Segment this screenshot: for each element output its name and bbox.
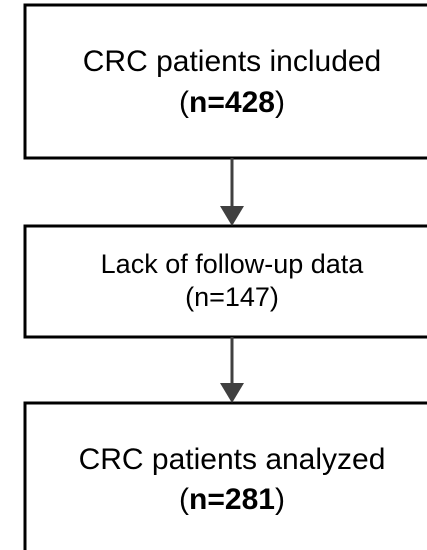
box bbox=[23, 401, 427, 550]
box bbox=[23, 224, 427, 339]
node-count: (n=428) bbox=[179, 86, 285, 119]
node-count: (n=147) bbox=[185, 282, 279, 312]
node-label: Lack of follow-up data bbox=[101, 249, 365, 279]
node-label: CRC patients analyzed bbox=[79, 443, 386, 476]
count: n=428 bbox=[189, 86, 275, 119]
node-label: CRC patients included bbox=[83, 45, 382, 78]
count: n=281 bbox=[189, 483, 275, 516]
bracket: ) bbox=[275, 86, 285, 119]
node-count: (n=281) bbox=[179, 483, 285, 516]
arrow-head bbox=[220, 206, 244, 226]
box bbox=[23, 3, 427, 160]
arrow-head bbox=[220, 383, 244, 403]
bracket: ( bbox=[179, 483, 189, 516]
bracket: ( bbox=[179, 86, 189, 119]
bracket: ) bbox=[275, 483, 285, 516]
